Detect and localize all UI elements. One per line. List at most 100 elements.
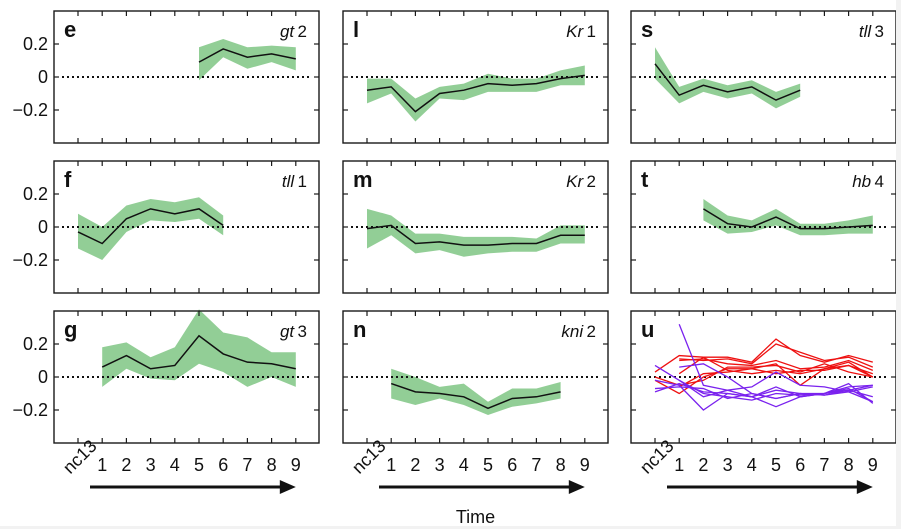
y-tick-label: 0.2: [23, 184, 48, 204]
series-line-red: [679, 358, 874, 372]
panel-l: l Kr 1: [342, 10, 609, 144]
confidence-band: [78, 197, 224, 260]
panel-m: m Kr 2: [342, 160, 609, 294]
gene-label: gt 2: [280, 22, 307, 41]
y-tick-label: 0: [38, 367, 48, 387]
x-tick-label: nc13: [348, 436, 390, 478]
x-tick-label: 4: [459, 455, 469, 475]
x-tick-label: 2: [410, 455, 420, 475]
series-line-purple: [678, 323, 874, 404]
x-tick-label: 5: [771, 455, 781, 475]
y-tick-label: 0.2: [23, 34, 48, 54]
gene-label: tll 1: [282, 172, 307, 191]
confidence-band: [367, 208, 585, 257]
confidence-band: [367, 65, 585, 122]
gene-label: hb 4: [852, 172, 884, 191]
gene-number: 3: [871, 22, 884, 41]
panel-letter: t: [641, 167, 649, 192]
panel-letter: l: [353, 17, 359, 42]
x-tick-label: 6: [218, 455, 228, 475]
x-tick-label: 5: [483, 455, 493, 475]
panel-letter: u: [641, 317, 654, 342]
x-tick-label: 6: [507, 455, 517, 475]
gene-name: gt: [280, 322, 295, 341]
mean-line: [703, 208, 873, 230]
y-tick-label: −0.2: [12, 100, 48, 120]
gene-name: Kr: [566, 22, 584, 41]
x-tick-label: 4: [747, 455, 757, 475]
x-tick-label: 7: [242, 455, 252, 475]
panel-s: s tll 3: [630, 10, 896, 144]
x-tick-label: 7: [531, 455, 541, 475]
time-arrow-head: [279, 480, 296, 494]
x-tick-label: 4: [170, 455, 180, 475]
gene-label: tll 3: [859, 22, 884, 41]
x-tick-label: 9: [580, 455, 590, 475]
gene-number: 2: [583, 322, 596, 341]
y-tick-label: 0: [38, 217, 48, 237]
x-tick-label: nc13: [59, 436, 101, 478]
gene-label: Kr 1: [566, 22, 596, 41]
gene-number: 1: [583, 22, 596, 41]
time-arrow-head: [856, 480, 873, 494]
series-line-purple: [678, 371, 873, 398]
gene-name: tll: [282, 172, 296, 191]
x-tick-label: 7: [819, 455, 829, 475]
x-tick-label: 2: [121, 455, 131, 475]
series-line-purple: [654, 379, 873, 411]
panel-f: 0.2 0 −0.2 f tll 1: [12, 160, 320, 294]
gene-number: 3: [294, 322, 307, 341]
x-tick-label: 1: [386, 455, 396, 475]
mean-line: [101, 334, 296, 370]
confidence-band: [703, 198, 873, 236]
confidence-band: [391, 368, 561, 415]
mean-line: [654, 63, 801, 101]
x-tick-label: nc13: [636, 436, 678, 478]
x-tick-label: 3: [723, 455, 733, 475]
x-tick-label: 8: [267, 455, 277, 475]
x-tick-label: 9: [291, 455, 301, 475]
x-tick-label: 1: [97, 455, 107, 475]
panel-t: t hb 4: [630, 160, 896, 294]
gene-name: kni: [561, 322, 584, 341]
x-tick-label: 5: [194, 455, 204, 475]
gene-label: gt 3: [280, 322, 307, 341]
x-tick-label: 3: [146, 455, 156, 475]
x-tick-label: 8: [844, 455, 854, 475]
x-axis-title: Time: [456, 507, 495, 526]
mean-line: [77, 208, 224, 245]
x-tick-label: 9: [868, 455, 878, 475]
y-tick-label: 0.2: [23, 334, 48, 354]
gene-name: Kr: [566, 172, 584, 191]
panel-e: 0.2 0 −0.2 e gt 2: [12, 10, 320, 144]
series-line-red: [678, 364, 874, 388]
panel-letter: f: [64, 167, 72, 192]
panel-letter: n: [353, 317, 366, 342]
gene-number: 2: [294, 22, 307, 41]
x-tick-label: 3: [435, 455, 445, 475]
gene-label: kni 2: [561, 322, 596, 341]
gene-name: gt: [280, 22, 295, 41]
series-line-purple: [654, 364, 873, 401]
x-tick-label: 8: [556, 455, 566, 475]
panel-letter: g: [64, 317, 77, 342]
x-tick-label: 1: [674, 455, 684, 475]
mean-line: [366, 74, 585, 113]
y-tick-label: −0.2: [12, 400, 48, 420]
gene-name: tll: [859, 22, 873, 41]
gene-label: Kr 2: [566, 172, 596, 191]
gene-number: 4: [871, 172, 884, 191]
confidence-band: [199, 39, 296, 81]
gene-number: 2: [583, 172, 596, 191]
gene-number: 1: [294, 172, 307, 191]
y-tick-label: −0.2: [12, 250, 48, 270]
panel-letter: e: [64, 17, 76, 42]
mean-line: [366, 224, 585, 246]
series-line-purple: [654, 386, 873, 400]
panel-letter: m: [353, 167, 373, 192]
